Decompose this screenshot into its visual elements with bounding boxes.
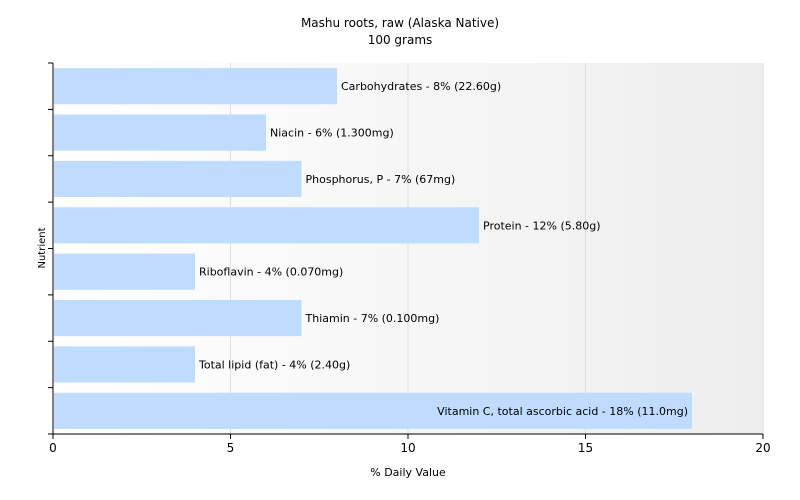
tick-labels: 0 5 10 15 20 [49,441,770,455]
bar-data-label: Riboflavin - 4% (0.070mg) [199,266,343,279]
bar [54,346,195,383]
bar-data-label: Niacin - 6% (1.300mg) [270,127,394,140]
x-tick-label: 15 [578,441,593,455]
bar [54,114,266,151]
chart-subtitle: 100 grams [367,33,433,47]
x-axis-label: % Daily Value [370,466,446,479]
bar [54,299,302,337]
y-axis-label: Nutrient [37,227,48,268]
bar [54,207,479,244]
axes [48,62,764,439]
bar [54,392,692,429]
bar-data-label: Carbohydrates - 8% (22.60g) [341,80,501,93]
bar [54,68,337,105]
x-tick-label: 20 [755,441,770,455]
bar-data-label: Thiamin - 7% (0.100mg) [305,312,440,325]
bar-data-label: Protein - 12% (5.80g) [483,219,601,232]
bar-data-label: Total lipid (fat) - 4% (2.40g) [198,358,350,371]
bar-data-label: Phosphorus, P - 7% (67mg) [306,173,456,186]
bar-data-label: Vitamin C, total ascorbic acid - 18% (11… [437,405,688,418]
x-tick-label: 10 [400,441,415,455]
data-labels: Carbohydrates - 8% (22.60g) Niacin - 6% (… [198,80,688,418]
bars [54,68,692,429]
chart-title: Mashu roots, raw (Alaska Native) [300,16,500,30]
bar [54,160,302,198]
bar [54,253,195,290]
x-tick-label: 5 [227,441,235,455]
x-tick-label: 0 [49,441,57,455]
